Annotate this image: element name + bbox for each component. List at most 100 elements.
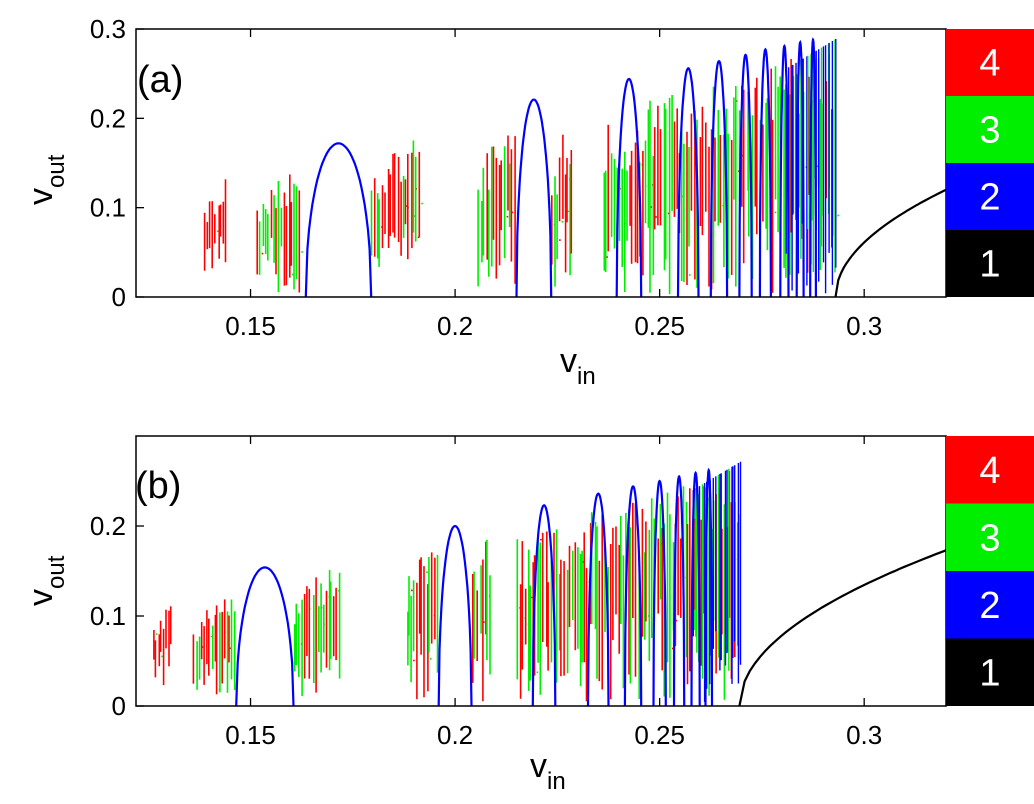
period2-arch xyxy=(672,474,686,707)
panel-b-xlabel-sub: in xyxy=(547,768,566,795)
scatter-dot xyxy=(216,230,219,232)
scatter-dot xyxy=(483,621,485,623)
period1-branch xyxy=(738,549,947,707)
period2-arch xyxy=(531,504,557,707)
period2-arch xyxy=(676,67,700,298)
period2-arch xyxy=(615,77,643,298)
scatter-dot xyxy=(301,251,303,253)
panel-b-label: (b) xyxy=(135,465,181,507)
scatter-dot xyxy=(689,274,691,276)
colorbar-label-3: 3 xyxy=(979,110,1000,152)
scatter-dot xyxy=(650,206,652,208)
period2-arch xyxy=(623,485,643,707)
y-tick-label: 0 xyxy=(112,282,126,312)
colorbar-label-3: 3 xyxy=(979,517,1000,559)
panel-a-label: (a) xyxy=(137,59,183,101)
y-tick-label: 0.1 xyxy=(90,601,126,631)
scatter-dot xyxy=(774,211,777,214)
period1-branch xyxy=(834,188,947,298)
colorbar-segment-4 xyxy=(946,29,1034,96)
scatter-dot xyxy=(561,221,564,223)
period2-arch xyxy=(437,524,473,707)
scatter-dot xyxy=(426,571,428,574)
scatter-dot xyxy=(582,561,585,563)
y-tick-label: 0.2 xyxy=(90,511,126,541)
y-tick-label: 0.2 xyxy=(90,103,126,133)
x-tick-label: 0.15 xyxy=(225,311,276,341)
colorbar-segment-3 xyxy=(946,96,1034,163)
colorbar-segment-1 xyxy=(946,638,1034,706)
scatter-dot xyxy=(536,671,539,674)
colorbar-label-4: 4 xyxy=(979,43,1000,85)
panel-b-colorbar: 4 3 2 1 xyxy=(946,436,1034,706)
scatter-dot xyxy=(667,212,670,215)
panel-a-colorbar: 4 3 2 1 xyxy=(946,29,1034,297)
panel-a-xlabel-sub: in xyxy=(577,363,596,390)
panel-b-ylabel-main: v xyxy=(22,589,60,606)
period2-arch xyxy=(690,470,701,707)
scatter-dot xyxy=(161,655,163,658)
period2-arch xyxy=(515,98,553,298)
period2-arch xyxy=(709,59,729,298)
colorbar-label-2: 2 xyxy=(979,585,1000,627)
period2-arch xyxy=(779,44,790,298)
scatter-dot xyxy=(735,100,738,102)
scatter-dot xyxy=(210,635,213,638)
y-tick-label: 0.1 xyxy=(90,193,126,223)
scatter-dot xyxy=(506,215,509,218)
scatter-dot xyxy=(411,589,413,592)
panel-b-xlabel: vin xyxy=(530,747,566,795)
period2-arch xyxy=(304,142,373,298)
panel-a-ylabel-main: v xyxy=(22,188,60,205)
panel-a-xlabel-main: v xyxy=(560,342,577,380)
panel-a-data-layer xyxy=(203,37,947,298)
panel-a-xlabel: vin xyxy=(560,342,596,390)
x-tick-label: 0.3 xyxy=(846,720,882,750)
y-tick-label: 0 xyxy=(112,691,126,721)
scatter-dot xyxy=(540,538,542,541)
scatter-dot xyxy=(405,205,408,207)
scatter-dot xyxy=(421,202,423,205)
period2-arch xyxy=(652,479,667,707)
colorbar-label-1: 1 xyxy=(979,652,1000,694)
panel-b-xlabel-main: v xyxy=(530,747,547,785)
x-tick-label: 0.25 xyxy=(634,720,685,750)
scatter-dot xyxy=(567,210,570,213)
panel-a-ylabel-sub: out xyxy=(43,154,70,188)
scatter-dot xyxy=(722,204,724,207)
scatter-dot xyxy=(413,215,416,217)
colorbar-label-2: 2 xyxy=(979,177,1000,219)
scatter-dot xyxy=(559,239,561,241)
colorbar-label-4: 4 xyxy=(979,450,1000,492)
scatter-dot xyxy=(261,252,264,255)
x-tick-label: 0.15 xyxy=(225,720,276,750)
period2-arch xyxy=(758,47,772,298)
colorbar-segment-2 xyxy=(946,163,1034,230)
x-tick-label: 0.2 xyxy=(437,720,473,750)
scatter-dot xyxy=(606,256,608,258)
scatter-dot xyxy=(291,273,294,276)
colorbar-label-1: 1 xyxy=(979,244,1000,286)
period2-arch xyxy=(795,39,805,298)
scatter-dot xyxy=(155,633,158,635)
panel-a-ticks: 0.15 0.2 0.25 0.3 0 0.1 0.2 0.3 xyxy=(90,14,882,341)
colorbar-segment-3 xyxy=(946,503,1034,571)
colorbar-segment-2 xyxy=(946,571,1034,639)
scatter-dot xyxy=(675,619,678,622)
scatter-dot xyxy=(511,211,514,214)
period2-arch xyxy=(235,566,295,707)
scatter-dot xyxy=(429,658,432,660)
scatter-dot xyxy=(655,216,657,218)
period2-arch xyxy=(704,467,714,707)
scatter-dot xyxy=(413,659,415,662)
period2-arch xyxy=(586,492,610,707)
scatter-dot xyxy=(671,647,674,650)
colorbar-segment-4 xyxy=(946,436,1034,504)
x-tick-label: 0.3 xyxy=(846,311,882,341)
panel-b-ylabel-sub: out xyxy=(43,555,70,589)
y-tick-label: 0.3 xyxy=(90,14,126,44)
period2-arch xyxy=(809,37,817,298)
x-tick-label: 0.25 xyxy=(634,311,685,341)
scatter-dot xyxy=(229,647,232,650)
